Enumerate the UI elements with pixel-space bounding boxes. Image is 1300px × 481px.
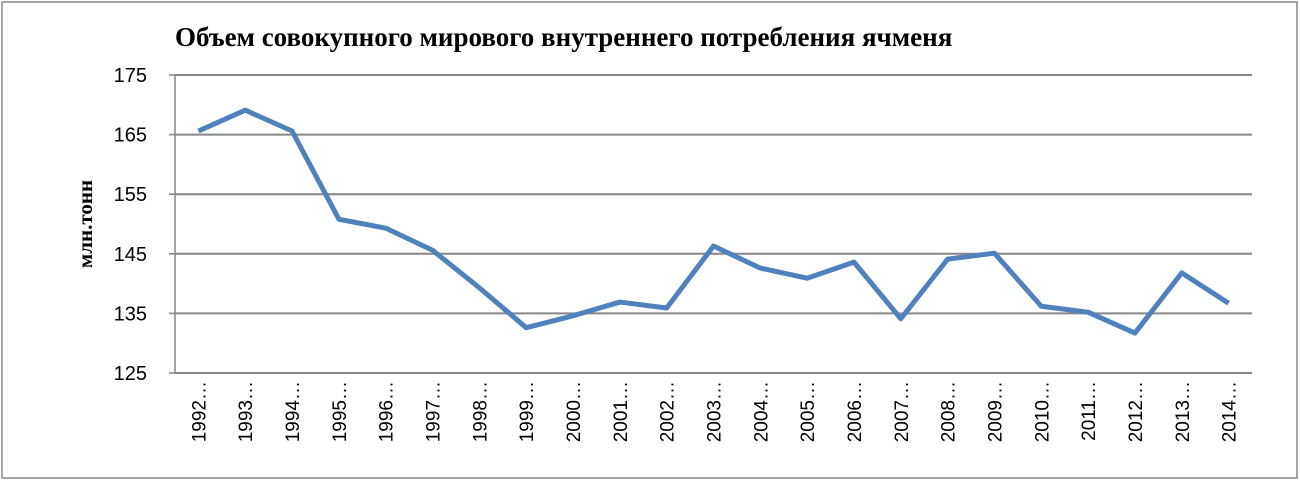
- x-tick-label: 1993…: [236, 381, 257, 442]
- y-tick-label: 125: [114, 363, 147, 385]
- y-tick-label: 165: [114, 125, 147, 147]
- y-axis-label: млн.тонн: [73, 180, 97, 268]
- x-tick-label: 1997…: [424, 381, 445, 442]
- y-tick-label: 175: [114, 65, 147, 87]
- x-tick-label: 1999…: [517, 381, 538, 442]
- x-tick-label: 2005…: [798, 381, 819, 442]
- y-tick-label: 145: [114, 244, 147, 266]
- x-tick-label: 2014…: [1220, 381, 1241, 442]
- x-tick-label: 2002…: [658, 381, 679, 442]
- x-tick-label: 2012…: [1126, 381, 1147, 442]
- x-tick-label: 2011…: [1079, 381, 1100, 441]
- x-tick-label: 2004…: [751, 381, 772, 442]
- y-tick-label: 155: [114, 184, 147, 206]
- data-line: [197, 107, 1230, 336]
- x-tick-label: 2001…: [611, 381, 632, 442]
- chart-title: Объем совокупного мирового внутреннего п…: [175, 22, 952, 52]
- x-tick-label: 2003…: [705, 381, 726, 442]
- x-tick-label: 2010…: [1032, 381, 1053, 442]
- x-tick-label: 2000…: [564, 381, 585, 442]
- x-tick-label: 2013…: [1173, 381, 1194, 442]
- x-tick-label: 1996…: [377, 381, 398, 442]
- y-tick-label: 135: [114, 303, 147, 325]
- x-tick-label: 2009…: [985, 381, 1006, 442]
- x-tick-label: 2007…: [892, 381, 913, 442]
- x-tick-label: 2008…: [939, 381, 960, 442]
- x-tick-label: 1992…: [189, 381, 210, 442]
- x-tick-label: 1998…: [470, 381, 491, 442]
- x-tick-label: 1995…: [330, 381, 351, 442]
- x-tick-label: 1994…: [283, 381, 304, 442]
- x-tick-label: 2006…: [845, 381, 866, 442]
